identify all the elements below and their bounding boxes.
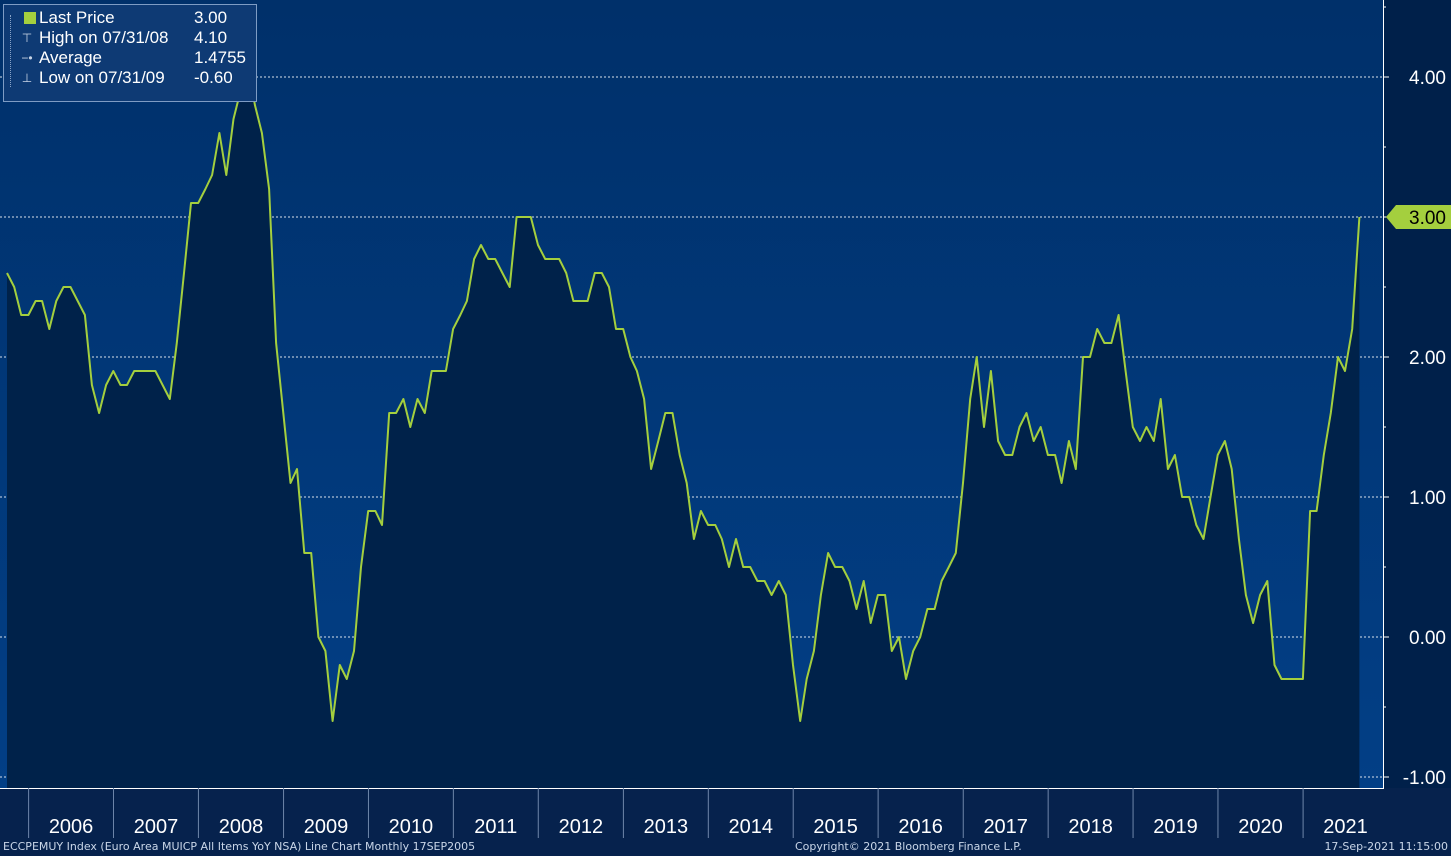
footer-timestamp: 17-Sep-2021 11:15:00 xyxy=(1324,840,1448,853)
legend: Last Price 3.00 ⊤ High on 07/31/08 4.10 … xyxy=(3,4,257,102)
x-tick-label: 2012 xyxy=(559,816,604,838)
chart-footer: ECCPEMUY Index (Euro Area MUICP All Item… xyxy=(0,838,1451,856)
x-tick-label: 2014 xyxy=(729,816,774,838)
last-price-marker: 3.00 xyxy=(1386,205,1451,229)
x-tick-label: 2019 xyxy=(1153,816,1198,838)
x-tick-label: 2009 xyxy=(304,816,349,838)
x-tick-label: 2021 xyxy=(1323,816,1368,838)
x-tick-label: 2018 xyxy=(1068,816,1113,838)
last-price-tag-label: 3.00 xyxy=(1409,208,1446,229)
legend-row-last-price: Last Price 3.00 xyxy=(4,8,256,28)
x-tick-label: 2013 xyxy=(644,816,689,838)
y-tick-label: 4.00 xyxy=(1409,68,1446,89)
high-marker-icon: ⊤ xyxy=(21,31,33,45)
y-tick-label: 1.00 xyxy=(1409,488,1446,509)
legend-row-average: −• Average 1.4755 xyxy=(4,48,256,68)
x-tick-label: 2006 xyxy=(49,816,94,838)
legend-row-high: ⊤ High on 07/31/08 4.10 xyxy=(4,28,256,48)
low-marker-icon: ⊥ xyxy=(21,71,33,85)
y-tick-label: 2.00 xyxy=(1409,348,1446,369)
footer-copyright: Copyright© 2021 Bloomberg Finance L.P. xyxy=(795,840,1022,853)
x-tick-label: 2015 xyxy=(813,816,858,838)
legend-row-low: ⊥ Low on 07/31/09 -0.60 xyxy=(4,68,256,88)
last-price-swatch-icon xyxy=(24,12,36,24)
y-tick-label: 0.00 xyxy=(1409,628,1446,649)
legend-low-value: -0.60 xyxy=(194,68,233,87)
last-price-tag xyxy=(1386,205,1451,229)
legend-last-price-label: Last Price xyxy=(39,8,115,27)
line-group xyxy=(6,62,1361,722)
footer-ticker-description: ECCPEMUY Index (Euro Area MUICP All Item… xyxy=(3,840,476,853)
legend-average-label: Average xyxy=(39,48,103,67)
area-fill-group xyxy=(7,63,1360,788)
series-line-last-price xyxy=(6,62,1361,722)
x-tick-label: 2007 xyxy=(134,816,179,838)
legend-high-value: 4.10 xyxy=(194,28,228,47)
average-marker-icon: −• xyxy=(21,51,33,65)
x-axis-band xyxy=(0,788,1451,838)
chart-svg: 4.003.002.001.000.00-1.00 20062007200820… xyxy=(0,0,1451,838)
y-tick-label: -1.00 xyxy=(1403,768,1446,789)
x-tick-label: 2020 xyxy=(1238,816,1283,838)
legend-tree-connector xyxy=(10,15,19,87)
y-axis: 4.00 3.00 2.00 1.00 0.00 -1.00 xyxy=(1383,0,1446,789)
x-tick-label: 2010 xyxy=(389,816,434,838)
legend-last-price-value: 3.00 xyxy=(194,8,228,27)
legend-average-value: 1.4755 xyxy=(194,48,246,67)
x-tick-label: 2008 xyxy=(219,816,264,838)
legend-high-label: High on 07/31/08 xyxy=(39,28,169,47)
x-tick-label: 2017 xyxy=(983,816,1028,838)
legend-low-label: Low on 07/31/09 xyxy=(39,68,165,87)
x-axis: 2006 2007 2008 2009 2010 2011 2012 2013 2014 2015… xyxy=(0,788,1451,838)
area-fill xyxy=(7,63,1360,788)
x-tick-label: 2011 xyxy=(474,816,517,838)
x-tick-label: 2016 xyxy=(898,816,943,838)
